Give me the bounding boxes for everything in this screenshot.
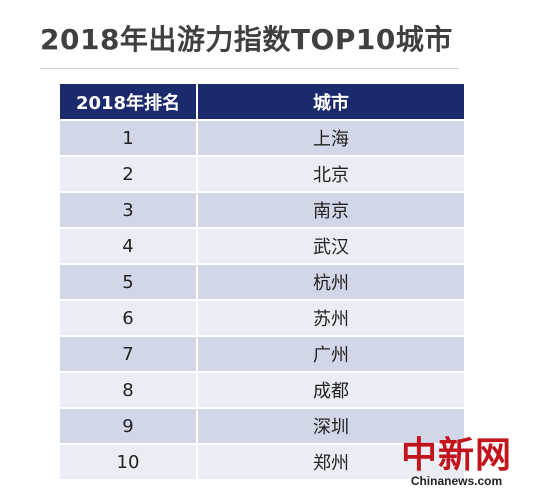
city-cell: 广州 bbox=[197, 335, 464, 372]
watermark-logo: 中新网 bbox=[400, 434, 512, 476]
ranking-table: 2018年排名 城市 1 上海 2 北京 3 南京 4 武汉 5 杭州 6 苏州 bbox=[60, 84, 464, 479]
city-cell: 苏州 bbox=[197, 299, 464, 336]
rank-cell: 5 bbox=[60, 263, 198, 300]
rank-cell: 2 bbox=[60, 155, 198, 192]
city-cell: 郑州 bbox=[197, 443, 464, 479]
rank-cell: 3 bbox=[60, 191, 198, 228]
header-rank: 2018年排名 bbox=[60, 84, 198, 120]
table-row: 7 广州 bbox=[60, 335, 464, 372]
table-row: 10 郑州 bbox=[60, 443, 464, 479]
table-row: 1 上海 bbox=[60, 119, 464, 156]
chinanews-watermark: 中新网 Chinanews.com bbox=[401, 435, 512, 489]
table-row: 2 北京 bbox=[60, 155, 464, 192]
city-cell: 上海 bbox=[197, 119, 464, 156]
rank-cell: 9 bbox=[60, 407, 198, 444]
table-row: 5 杭州 bbox=[60, 263, 464, 300]
city-cell: 杭州 bbox=[197, 263, 464, 300]
header-city: 城市 bbox=[197, 84, 464, 120]
rank-cell: 6 bbox=[60, 299, 198, 336]
table-row: 4 武汉 bbox=[60, 227, 464, 264]
table-row: 6 苏州 bbox=[60, 299, 464, 336]
city-cell: 北京 bbox=[197, 155, 464, 192]
city-cell: 成都 bbox=[197, 371, 464, 408]
table-row: 9 深圳 bbox=[60, 407, 464, 444]
rank-cell: 1 bbox=[60, 119, 198, 156]
table-row: 3 南京 bbox=[60, 191, 464, 228]
city-cell: 南京 bbox=[197, 191, 464, 228]
table-row: 8 成都 bbox=[60, 371, 464, 408]
rank-cell: 10 bbox=[60, 443, 198, 479]
title-divider bbox=[40, 68, 458, 69]
city-cell: 武汉 bbox=[197, 227, 464, 264]
rank-cell: 8 bbox=[60, 371, 198, 408]
rank-cell: 7 bbox=[60, 335, 198, 372]
watermark-url: Chinanews.com bbox=[410, 474, 503, 488]
page-title: 2018年出游力指数TOP10城市 bbox=[40, 23, 453, 56]
table-header-row: 2018年排名 城市 bbox=[60, 84, 464, 120]
city-cell: 深圳 bbox=[197, 407, 464, 444]
rank-cell: 4 bbox=[60, 227, 198, 264]
